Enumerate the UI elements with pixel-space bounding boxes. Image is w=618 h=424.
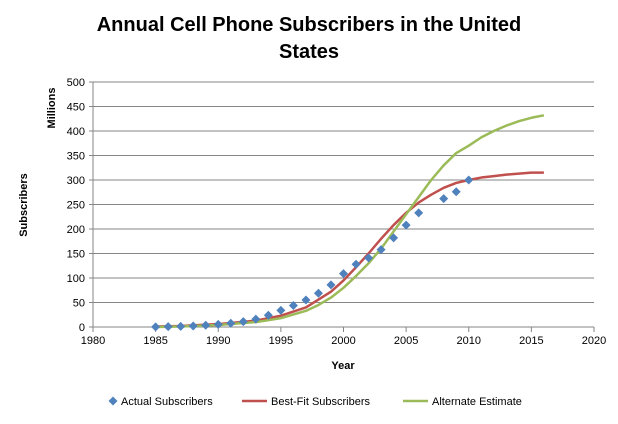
data-point [451, 187, 461, 197]
y-tick-label: 50 [73, 298, 85, 310]
y-tick-label: 200 [67, 224, 85, 236]
y-tick-label: 250 [67, 200, 85, 212]
data-point [288, 300, 298, 310]
y-tick-label: 300 [67, 175, 85, 187]
legend-item: Alternate Estimate [403, 396, 522, 408]
data-point [414, 208, 424, 218]
legend-item: Actual Subscribers [108, 396, 213, 408]
data-point [339, 269, 348, 279]
data-point [238, 317, 248, 327]
y-tick-label: 150 [67, 249, 85, 261]
data-point [364, 253, 374, 263]
y-axis-label: Subscribers [18, 173, 30, 237]
data-point [401, 220, 411, 230]
data-point [301, 295, 311, 305]
data-point [276, 305, 286, 315]
x-tick-label: 1990 [206, 335, 230, 347]
x-tick-label: 2010 [457, 335, 481, 347]
y-tick-label: 400 [67, 126, 85, 138]
legend-label: Best-Fit Subscribers [271, 396, 371, 408]
data-point [201, 320, 211, 330]
data-point [263, 310, 273, 320]
legend-item: Best-Fit Subscribers [242, 396, 371, 408]
chart-title-line-2: States [279, 41, 339, 63]
data-point [188, 321, 198, 331]
x-tick-label: 1995 [269, 335, 293, 347]
y-tick-label: 100 [67, 273, 85, 285]
series-alternate-estimate [155, 114, 545, 329]
legend-label: Actual Subscribers [121, 396, 213, 408]
data-point [351, 259, 361, 269]
series-line [155, 171, 544, 328]
series-line [155, 114, 545, 329]
data-point [389, 233, 399, 243]
y-tick-label: 0 [79, 322, 85, 334]
y-axis-unit: Millions [46, 88, 58, 129]
data-point [163, 322, 173, 332]
data-point [226, 318, 236, 328]
legend-label: Alternate Estimate [432, 396, 522, 408]
x-tick-label: 2000 [331, 335, 355, 347]
legend-marker [108, 396, 118, 406]
series-best-fit-subscribers [155, 171, 544, 328]
y-tick-label: 450 [67, 102, 85, 114]
data-point [376, 245, 386, 255]
y-tick-label: 500 [67, 77, 85, 89]
x-axis-label: Year [331, 360, 355, 372]
chart-title-line-1: Annual Cell Phone Subscribers in the Uni… [97, 14, 522, 36]
data-point [313, 288, 323, 298]
data-point [439, 194, 449, 204]
data-point [251, 314, 261, 324]
data-point [151, 322, 161, 332]
data-point [176, 321, 186, 331]
x-tick-label: 1985 [143, 335, 167, 347]
data-point [213, 319, 223, 329]
y-tick-label: 350 [67, 151, 85, 163]
data-point [326, 280, 336, 290]
data-point [464, 175, 474, 185]
x-tick-label: 2005 [394, 335, 418, 347]
series-actual-subscribers [151, 175, 474, 332]
x-tick-label: 1980 [81, 335, 105, 347]
x-tick-label: 2020 [582, 335, 606, 347]
x-tick-label: 2015 [519, 335, 543, 347]
